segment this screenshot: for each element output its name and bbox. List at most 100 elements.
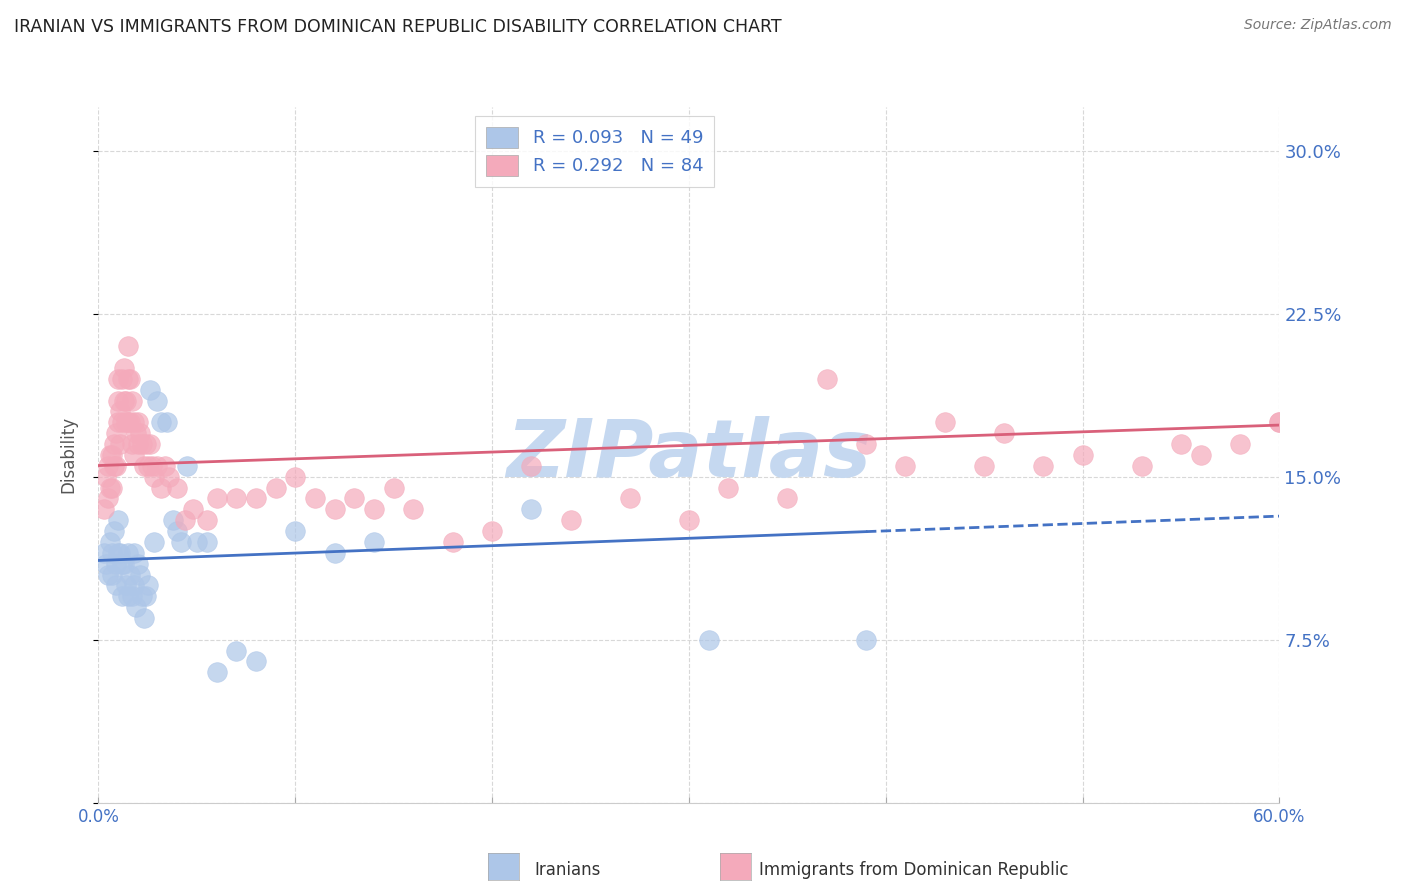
Point xyxy=(112,393,135,408)
Point xyxy=(122,578,145,592)
Point xyxy=(520,502,543,516)
Point xyxy=(136,578,159,592)
Point xyxy=(402,502,425,516)
Point xyxy=(117,415,139,429)
Point xyxy=(1229,437,1251,451)
Point xyxy=(155,458,177,473)
Point xyxy=(96,469,118,483)
Point xyxy=(157,469,180,483)
Point xyxy=(98,448,121,462)
Point xyxy=(195,513,218,527)
Point xyxy=(93,546,115,560)
Text: Source: ZipAtlas.com: Source: ZipAtlas.com xyxy=(1244,18,1392,32)
Point xyxy=(1071,448,1094,462)
Point xyxy=(205,491,228,506)
Point xyxy=(382,481,405,495)
Point xyxy=(1268,415,1291,429)
Point xyxy=(117,589,139,603)
Point xyxy=(717,481,740,495)
Point xyxy=(115,415,138,429)
Point xyxy=(122,448,145,462)
Point xyxy=(127,437,149,451)
Point xyxy=(697,632,720,647)
Text: ZIPatlas: ZIPatlas xyxy=(506,416,872,494)
Point xyxy=(118,567,141,582)
Point xyxy=(1189,448,1212,462)
Point xyxy=(112,557,135,571)
Point xyxy=(560,513,582,527)
Point xyxy=(1268,415,1291,429)
Point xyxy=(107,546,129,560)
Point xyxy=(973,458,995,473)
Point xyxy=(132,611,155,625)
Point xyxy=(894,458,917,473)
Point xyxy=(128,567,150,582)
Point xyxy=(108,404,131,418)
Point xyxy=(111,415,134,429)
Point xyxy=(128,426,150,441)
Point xyxy=(186,535,208,549)
Point xyxy=(105,426,128,441)
Point xyxy=(343,491,366,506)
Point xyxy=(108,546,131,560)
Point xyxy=(162,513,184,527)
Point xyxy=(107,372,129,386)
Point xyxy=(136,458,159,473)
Point xyxy=(245,655,267,669)
Point xyxy=(678,513,700,527)
Point xyxy=(107,513,129,527)
Point xyxy=(118,372,141,386)
Point xyxy=(117,372,139,386)
Point xyxy=(141,458,163,473)
Point xyxy=(225,643,247,657)
Point xyxy=(181,502,204,516)
Point xyxy=(174,513,197,527)
Point xyxy=(776,491,799,506)
Point xyxy=(103,524,125,538)
Y-axis label: Disability: Disability xyxy=(59,417,77,493)
Point xyxy=(150,415,173,429)
Point xyxy=(135,589,157,603)
Legend: R = 0.093   N = 49, R = 0.292   N = 84: R = 0.093 N = 49, R = 0.292 N = 84 xyxy=(475,116,714,186)
Point xyxy=(97,567,120,582)
Point xyxy=(97,491,120,506)
Point xyxy=(122,546,145,560)
Point xyxy=(363,535,385,549)
Point xyxy=(170,535,193,549)
Text: Iranians: Iranians xyxy=(534,861,600,879)
Point xyxy=(101,546,124,560)
Point xyxy=(284,524,307,538)
Point xyxy=(146,393,169,408)
Point xyxy=(245,491,267,506)
Point xyxy=(304,491,326,506)
Point xyxy=(131,437,153,451)
Point xyxy=(108,437,131,451)
Point xyxy=(520,458,543,473)
Point xyxy=(96,557,118,571)
Point xyxy=(97,458,120,473)
Text: Immigrants from Dominican Republic: Immigrants from Dominican Republic xyxy=(759,861,1069,879)
Point xyxy=(121,589,143,603)
Point xyxy=(225,491,247,506)
Point xyxy=(1032,458,1054,473)
Point xyxy=(855,437,877,451)
Point xyxy=(117,339,139,353)
Point xyxy=(1130,458,1153,473)
Point xyxy=(619,491,641,506)
Point xyxy=(101,567,124,582)
Point xyxy=(121,437,143,451)
Point xyxy=(105,578,128,592)
Point xyxy=(111,372,134,386)
Point xyxy=(135,437,157,451)
Point xyxy=(115,393,138,408)
Point xyxy=(138,437,160,451)
Point xyxy=(101,448,124,462)
Point xyxy=(1170,437,1192,451)
Point xyxy=(112,360,135,375)
Point xyxy=(441,535,464,549)
Point xyxy=(323,502,346,516)
Point xyxy=(934,415,956,429)
Point xyxy=(146,458,169,473)
Point xyxy=(98,535,121,549)
Point xyxy=(103,437,125,451)
